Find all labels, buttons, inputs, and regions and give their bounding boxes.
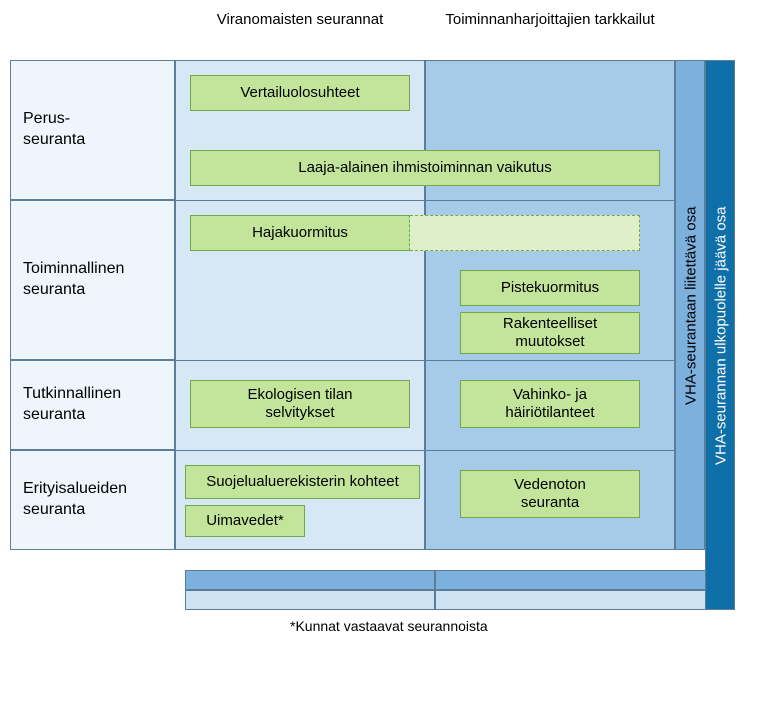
divider [175, 360, 425, 361]
box-rakenteelliset: Rakenteelliset muutokset [460, 312, 640, 354]
depth-strip-col2-b [435, 590, 735, 610]
row-label-toiminnallinen: Toiminnallinen seuranta [10, 200, 175, 360]
depth-strip-col1-b [185, 590, 435, 610]
row-label-text: Tutkinnallinen seuranta [23, 384, 121, 426]
side-label-liitettava: VHA-seurantaan liitettävä osa [676, 61, 706, 551]
divider [175, 450, 425, 451]
box-laaja: Laaja-alainen ihmistoiminnan vaikutus [190, 150, 660, 186]
depth-strip-col2 [435, 570, 735, 590]
box-hajakuormitus-ext [410, 215, 640, 251]
side-label-ulkopuolelle: VHA-seurannan ulkopuolelle jäävä osa [706, 61, 736, 611]
side-strip-2: VHA-seurannan ulkopuolelle jäävä osa [705, 60, 735, 610]
divider [425, 200, 675, 201]
box-suojelu: Suojelualuerekisterin kohteet [185, 465, 420, 499]
row-label-text: Toiminnallinen seuranta [23, 259, 124, 301]
box-vahinko: Vahinko- ja häiriötilanteet [460, 380, 640, 428]
box-vertailu: Vertailuolosuhteet [190, 75, 410, 111]
row-label-erityisalueiden: Erityisalueiden seuranta [10, 450, 175, 550]
box-ekologisen: Ekologisen tilan selvitykset [190, 380, 410, 428]
row-label-perus: Perus- seuranta [10, 60, 175, 200]
footnote: *Kunnat vastaavat seurannoista [290, 618, 488, 634]
row-label-text: Erityisalueiden seuranta [23, 479, 127, 521]
row-label-text: Perus- seuranta [23, 109, 85, 151]
side-strip-1: VHA-seurantaan liitettävä osa [675, 60, 705, 550]
box-vedenoton: Vedenoton seuranta [460, 470, 640, 518]
col-header-2: Toiminnanharjoittajien tarkkailut [425, 10, 675, 30]
box-uimavedet: Uimavedet* [185, 505, 305, 537]
monitoring-diagram: Viranomaisten seurannat Toiminnanharjoit… [10, 10, 750, 690]
box-pistekuormitus: Pistekuormitus [460, 270, 640, 306]
depth-strip-col1 [185, 570, 435, 590]
box-hajakuormitus: Hajakuormitus [190, 215, 410, 251]
divider [425, 360, 675, 361]
divider [425, 450, 675, 451]
divider [175, 200, 425, 201]
col-header-1: Viranomaisten seurannat [175, 10, 425, 30]
row-label-tutkinnallinen: Tutkinnallinen seuranta [10, 360, 175, 450]
